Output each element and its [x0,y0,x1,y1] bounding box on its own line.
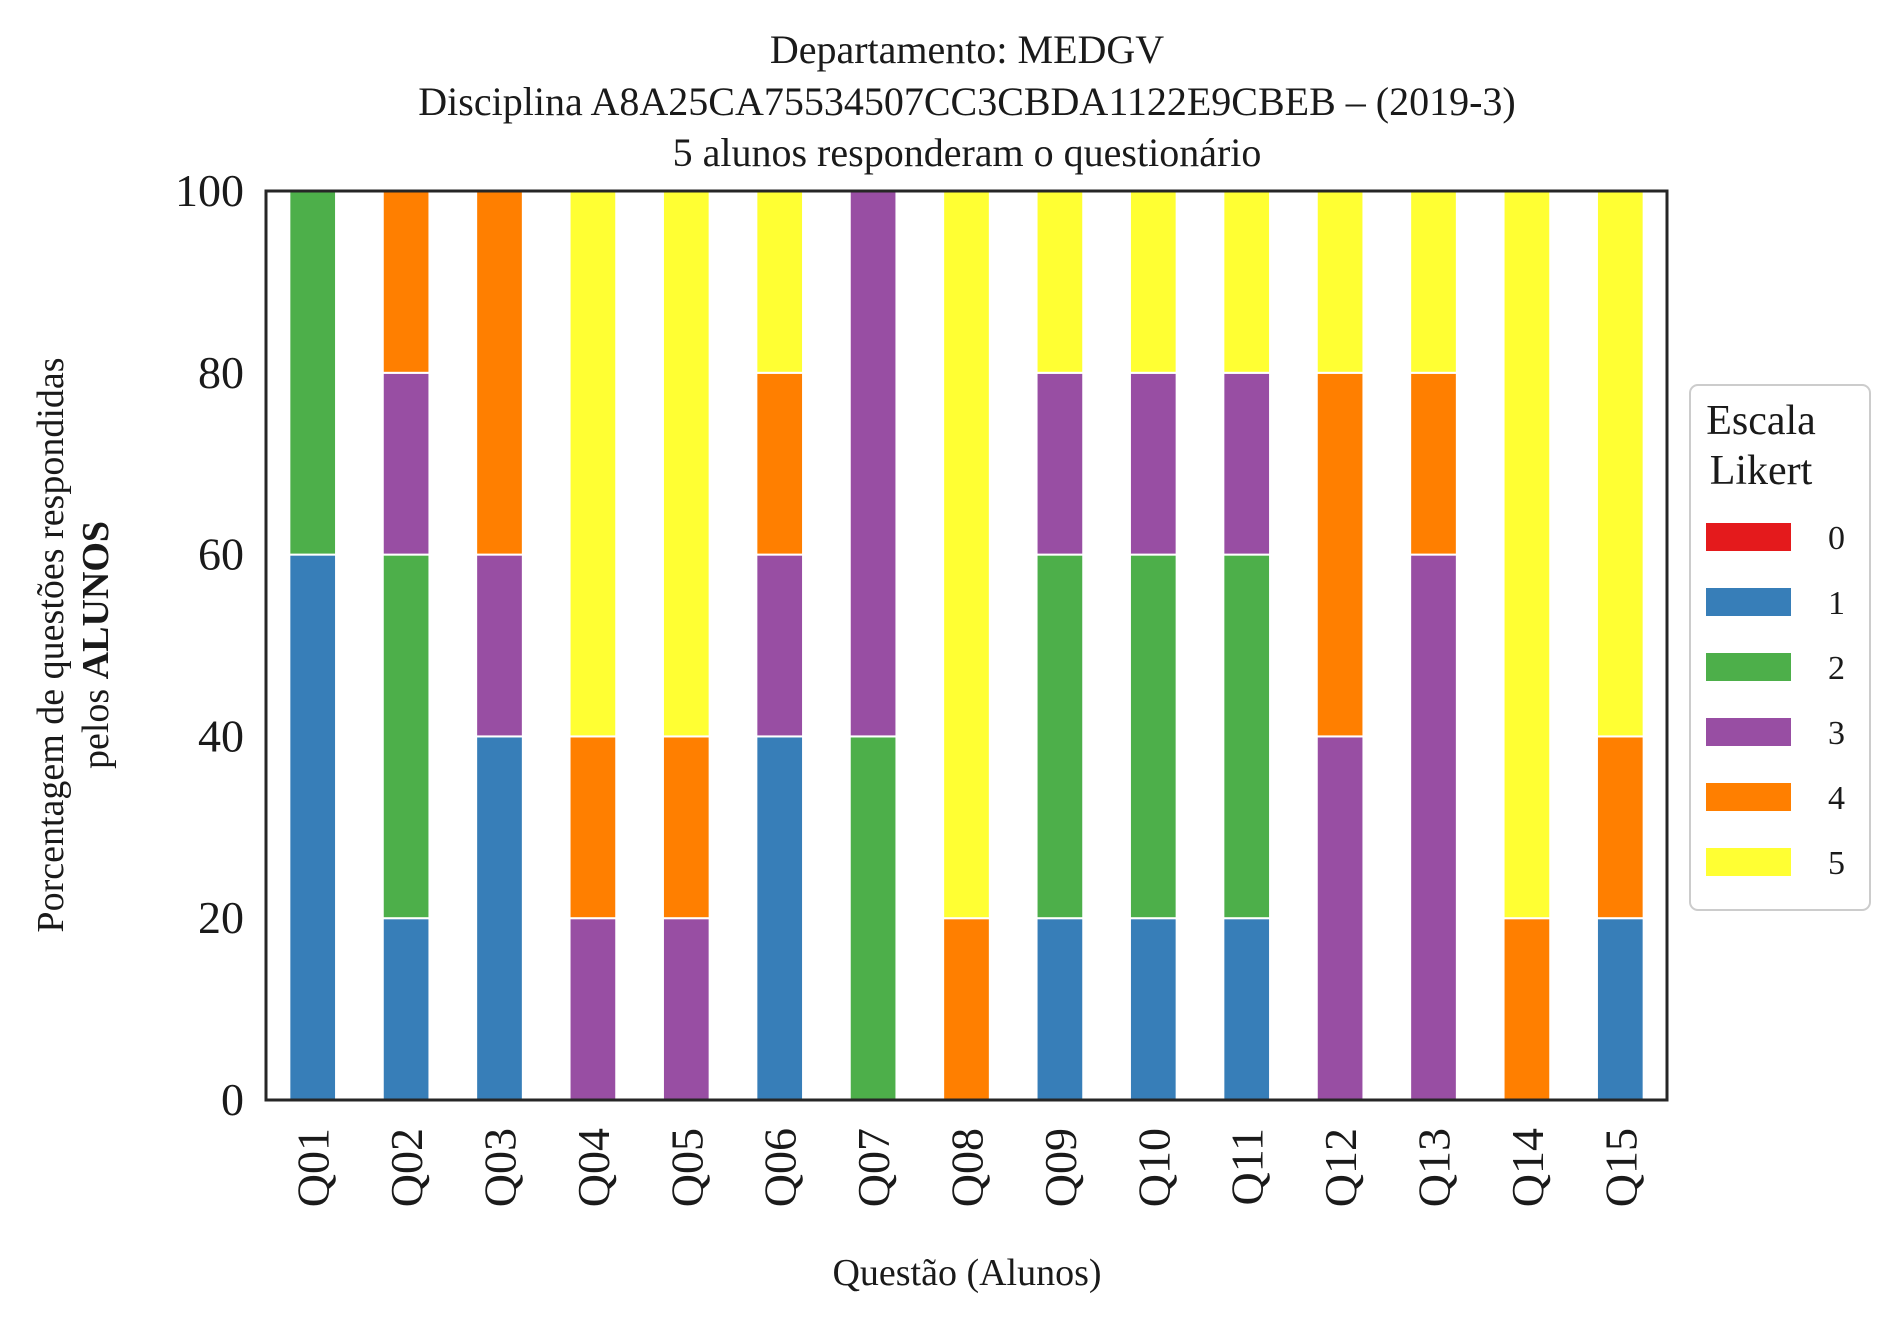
bar-segment-q13-likert-5 [1409,190,1458,374]
bar-segment-q10-likert-2 [1128,553,1178,920]
bar-segment-q11-likert-1 [1222,917,1272,1102]
legend-swatch-1 [1706,588,1791,616]
bars [288,190,1645,1102]
bar-segment-q12-likert-3 [1315,735,1365,1102]
legend-label-1: 1 [1828,585,1845,622]
y-tick-label-20: 20 [198,892,244,943]
x-tick-label-q03: Q03 [475,1128,526,1207]
bar-segment-q11-likert-3 [1222,371,1272,556]
x-tick-label-q09: Q09 [1035,1128,1086,1207]
bar-segment-q15-likert-5 [1595,190,1645,738]
bar-segment-q14-likert-4 [1502,917,1552,1102]
legend-label-3: 3 [1828,715,1845,752]
plot-frame [264,189,1669,1102]
bar-segment-q01-likert-2 [288,190,338,556]
bar-segment-q05-likert-4 [661,735,711,920]
x-tick-label-q15: Q15 [1595,1128,1646,1207]
x-tick-label-q10: Q10 [1128,1128,1179,1207]
legend-label-5: 5 [1828,845,1845,882]
bar-segment-q09-likert-5 [1035,190,1085,374]
legend-box [1689,384,1871,911]
bar-segment-q04-likert-5 [568,190,618,738]
y-axis-label-line-2: pelos ALUNOS [75,521,117,769]
x-axis-ticks: Q01 Q02 Q03 Q04 Q05 Q06 Q07 Q08 Q09 Q10 Q11 Q12 Q13 Q… [288,1128,1647,1207]
legend-label-0: 0 [1828,520,1845,557]
bar-segment-q15-likert-1 [1595,917,1645,1102]
bar-segment-q05-likert-3 [661,917,711,1102]
bar-segment-q12-likert-5 [1315,190,1365,374]
bar-segment-q06-likert-3 [755,553,805,738]
title-line-3: 5 alunos responderam o questionário [673,130,1262,175]
bar-segment-q02-likert-2 [381,553,431,920]
legend-swatch-2 [1706,653,1791,681]
x-tick-label-q06: Q06 [755,1128,806,1207]
bar-segment-q07-likert-2 [848,735,898,1102]
bar-segment-q10-likert-1 [1128,917,1178,1102]
y-axis-label-bold: ALUNOS [75,521,117,679]
x-tick-label-q08: Q08 [942,1128,993,1207]
bar-segment-q12-likert-4 [1315,371,1365,738]
bar-segment-q01-likert-1 [288,553,338,1101]
bar-segment-q07-likert-3 [848,190,898,738]
y-tick-label-80: 80 [198,347,244,398]
y-tick-label-40: 40 [198,710,244,761]
title-line-1: Departamento: MEDGV [770,27,1164,72]
bar-segment-q14-likert-5 [1502,190,1552,920]
y-axis-label-prefix: pelos [75,679,117,769]
legend-title-line-2: Likert [1710,448,1813,494]
legend: Escala Likert 0 1 2 3 4 5 [1689,384,1871,911]
bar-segment-q05-likert-5 [661,190,711,738]
bar-segment-q10-likert-3 [1128,371,1178,556]
bar-segment-q06-likert-1 [755,735,805,1102]
x-tick-label-q11: Q11 [1222,1128,1273,1206]
y-tick-label-60: 60 [198,529,244,580]
chart-title: Departamento: MEDGV Disciplina A8A25CA75… [418,27,1515,175]
bar-segment-q03-likert-1 [475,735,524,1102]
y-axis-ticks: 0 20 40 60 80 100 [175,165,244,1125]
bar-segment-q04-likert-4 [568,735,618,920]
bar-segment-q08-likert-5 [942,190,991,920]
x-axis-label: Questão (Alunos) [832,1252,1101,1294]
x-tick-label-q14: Q14 [1502,1128,1553,1207]
bar-segment-q08-likert-4 [942,917,991,1102]
x-tick-label-q12: Q12 [1315,1128,1366,1207]
y-tick-label-0: 0 [221,1074,244,1125]
bar-segment-q10-likert-5 [1128,190,1178,374]
bar-segment-q03-likert-3 [475,553,524,738]
bar-segment-q13-likert-3 [1409,553,1458,1101]
bar-segment-q06-likert-5 [755,190,805,374]
y-axis-label: Porcentagem de questões respondidas pelo… [30,357,117,932]
legend-label-2: 2 [1828,650,1845,687]
legend-items: 0 1 2 3 4 5 [1706,520,1845,882]
y-axis-label-line-1: Porcentagem de questões respondidas [30,357,72,932]
legend-swatch-4 [1706,783,1791,811]
bar-segment-q03-likert-4 [475,190,524,556]
bar-segment-q09-likert-2 [1035,553,1085,920]
bar-segment-q15-likert-4 [1595,735,1645,920]
x-tick-label-q07: Q07 [848,1128,899,1207]
legend-title-line-1: Escala [1706,398,1816,444]
bar-segment-q09-likert-1 [1035,917,1085,1102]
title-line-2: Disciplina A8A25CA75534507CC3CBDA1122E9C… [418,79,1515,124]
x-tick-label-q01: Q01 [288,1128,339,1207]
legend-label-4: 4 [1828,780,1845,817]
x-tick-label-q02: Q02 [381,1128,432,1207]
bar-segment-q06-likert-4 [755,371,805,556]
bar-segment-q02-likert-4 [381,190,431,374]
bar-segment-q13-likert-4 [1409,371,1458,556]
legend-swatch-0 [1706,523,1791,551]
bar-segment-q04-likert-3 [568,917,618,1102]
legend-swatch-5 [1706,848,1791,876]
x-tick-label-q05: Q05 [661,1128,712,1207]
y-tick-label-100: 100 [175,165,244,216]
bar-segment-q09-likert-3 [1035,371,1085,556]
x-tick-label-q04: Q04 [568,1128,619,1207]
bar-segment-q11-likert-2 [1222,553,1272,920]
x-tick-label-q13: Q13 [1409,1128,1460,1207]
legend-swatch-3 [1706,718,1791,746]
bar-segment-q02-likert-3 [381,371,431,556]
bar-segment-q02-likert-1 [381,917,431,1102]
bar-segment-q11-likert-5 [1222,190,1272,374]
